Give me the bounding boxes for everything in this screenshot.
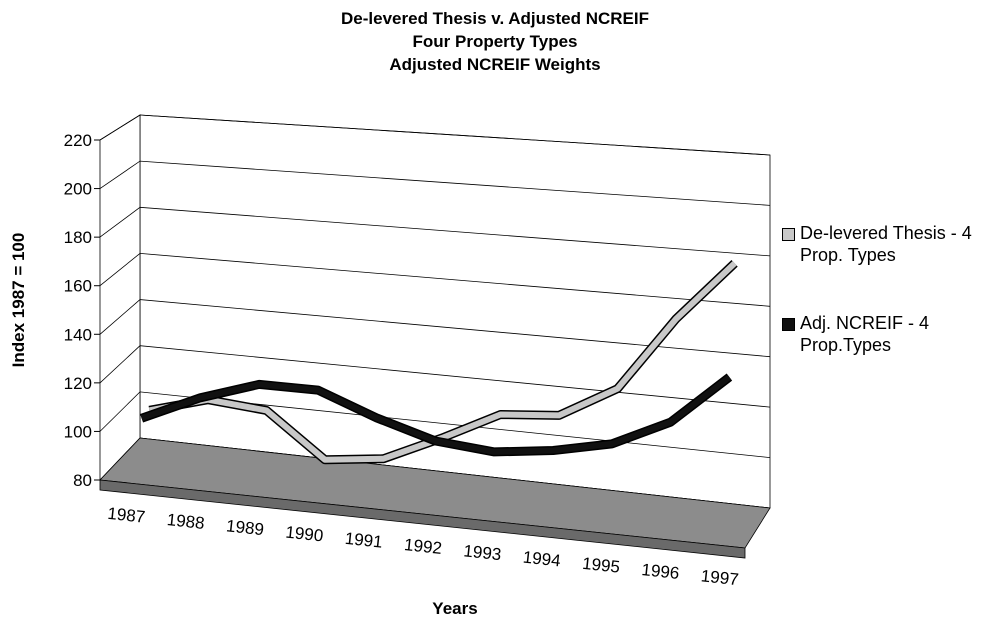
grid-line (99, 391, 771, 458)
floor-edge (99, 479, 746, 559)
grid-line (99, 252, 771, 307)
y-tick-label: 140 (64, 325, 92, 344)
x-tick-label: 1995 (581, 554, 621, 577)
y-tick-label: 80 (73, 471, 92, 490)
chart-subtitle: Four Property Types (413, 32, 578, 51)
x-tick-label: 1996 (641, 560, 681, 583)
legend-swatch (782, 318, 795, 331)
grid-line (99, 114, 771, 156)
y-tick-label: 180 (64, 228, 92, 247)
x-tick-label: 1989 (225, 516, 265, 539)
x-tick-label: 1990 (285, 523, 325, 546)
legend-label: Adj. NCREIF - 4 Prop.Types (800, 313, 930, 355)
legend-label: De-levered Thesis - 4 Prop. Types (800, 223, 972, 265)
series-line (140, 374, 732, 455)
y-tick-label: 100 (64, 422, 92, 441)
grid-line (99, 160, 771, 206)
chart-title: De-levered Thesis v. Adjusted NCREIF (341, 9, 649, 28)
y-tick-label: 200 (64, 180, 92, 199)
chart-subtitle: Adjusted NCREIF Weights (389, 55, 600, 74)
grid-line (99, 206, 771, 257)
x-tick-label: 1991 (344, 529, 384, 552)
y-tick-label: 220 (64, 131, 92, 150)
y-tick-label: 160 (64, 277, 92, 296)
y-tick-label: 120 (64, 374, 92, 393)
x-axis-label: Years (432, 599, 477, 618)
grid-line (99, 345, 771, 408)
x-tick-label: 1987 (107, 504, 147, 527)
x-tick-label: 1988 (166, 510, 206, 533)
x-tick-label: 1994 (522, 548, 562, 571)
x-tick-label: 1993 (463, 541, 503, 564)
legend-swatch (782, 228, 795, 241)
grid-line (99, 299, 771, 358)
x-tick-label: 1997 (700, 566, 740, 589)
y-axis-label: Index 1987 = 100 (9, 233, 28, 368)
x-tick-label: 1992 (403, 535, 443, 558)
